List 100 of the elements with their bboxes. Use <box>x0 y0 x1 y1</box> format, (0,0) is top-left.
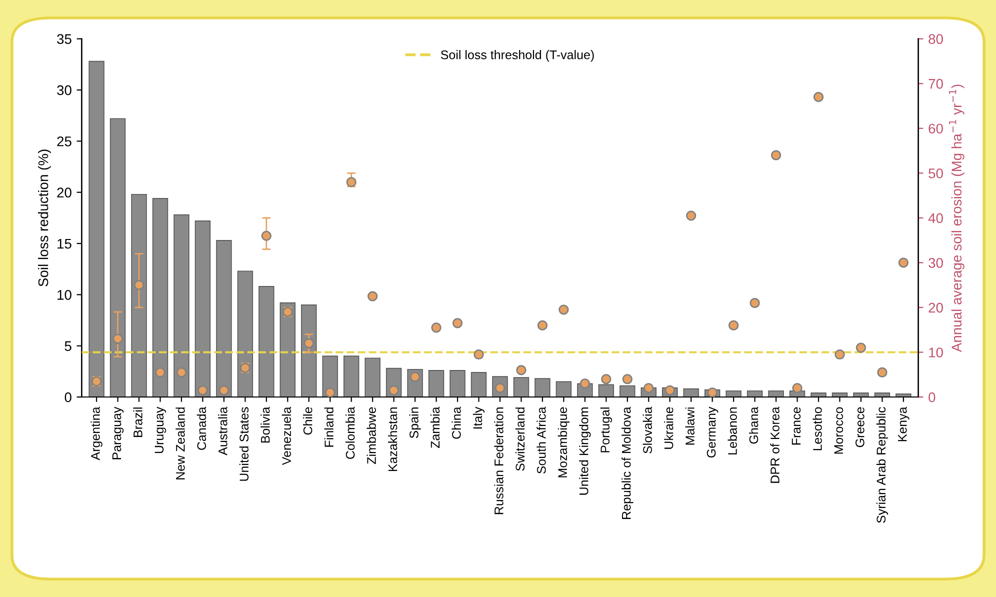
x-tick-label: United Kingdom <box>579 408 591 495</box>
y-tick-label: 0 <box>64 392 72 402</box>
point <box>134 280 144 290</box>
bar <box>556 381 572 398</box>
point <box>898 258 909 268</box>
point <box>452 318 463 328</box>
y2-tick-label: 0 <box>928 392 936 402</box>
y2-tick-label: 80 <box>928 34 943 44</box>
point <box>707 387 718 398</box>
legend-label: Soil loss threshold (T-value) <box>440 50 594 62</box>
bar <box>450 370 466 398</box>
point <box>474 349 484 360</box>
point <box>770 150 782 160</box>
bar <box>364 358 380 398</box>
point <box>750 298 760 308</box>
point <box>218 385 230 396</box>
x-tick-label: Greece <box>855 407 864 448</box>
bar <box>513 377 530 398</box>
bar <box>683 388 699 398</box>
point <box>368 291 378 302</box>
bar <box>344 356 360 398</box>
y-tick-label: 30 <box>57 85 72 96</box>
point <box>558 304 569 315</box>
point <box>304 338 314 348</box>
point <box>346 177 356 188</box>
bar <box>810 392 826 398</box>
point <box>877 367 888 378</box>
x-tick-label: Slovakia <box>642 406 652 454</box>
point <box>155 367 166 378</box>
point <box>644 382 654 394</box>
x-tick-label: Switzerland <box>515 408 525 471</box>
y2-tick-label: 30 <box>928 258 943 268</box>
x-tick-label: Zimbabwe <box>366 407 376 464</box>
point <box>792 382 802 394</box>
y-tick-label: 10 <box>58 290 72 300</box>
y-tick-label: 35 <box>57 34 72 44</box>
point <box>176 367 187 378</box>
point <box>580 378 590 389</box>
x-tick-label: Republic of Moldova <box>622 406 634 519</box>
bar <box>853 392 869 398</box>
x-tick-label: Lesotho <box>812 407 822 450</box>
y-tick-label: 15 <box>58 238 72 249</box>
point <box>431 322 442 333</box>
x-tick-label: Argentina <box>90 406 102 460</box>
point <box>686 210 696 221</box>
y2-axis-title: Annual average soil erosion (Mg ha$^{−1}$ yr$^{−1}$) <box>949 84 964 352</box>
bar <box>174 214 190 398</box>
point <box>261 230 272 241</box>
bar <box>152 198 168 398</box>
bar <box>216 240 232 398</box>
x-tick-label: Kazakhstan <box>388 408 398 472</box>
point <box>813 92 824 102</box>
bar <box>110 118 126 398</box>
x-tick-label: United States <box>239 407 249 481</box>
bar <box>194 220 211 398</box>
x-tick-label: Mozambique <box>558 407 570 478</box>
x-tick-label: Lebanon <box>728 408 737 454</box>
bar <box>726 390 742 398</box>
y-axis-title: Soil loss reduction (%) <box>38 150 51 286</box>
y2-tick-label: 40 <box>928 213 943 224</box>
bar <box>470 372 487 398</box>
x-tick-label: Syrian Arab Republic <box>876 407 888 523</box>
x-tick-label: New Zealand <box>176 408 185 480</box>
x-tick-label: France <box>792 407 801 445</box>
x-tick-label: Australia <box>218 406 228 456</box>
y2-tick-label: 50 <box>928 168 943 178</box>
point <box>325 387 336 398</box>
x-tick-label: China <box>452 406 461 439</box>
x-tick-label: Malawi <box>685 408 694 445</box>
x-tick-label: Finland <box>324 408 334 447</box>
point <box>537 320 548 330</box>
y2-tick-label: 70 <box>928 78 943 89</box>
x-tick-label: Ukraine <box>664 407 674 449</box>
bar <box>88 60 104 398</box>
x-tick-label: Zambia <box>430 406 440 448</box>
bar <box>131 194 147 398</box>
x-tick-label: Germany <box>706 406 718 458</box>
x-tick-label: Italy <box>472 406 485 428</box>
x-tick-label: Colombia <box>346 406 355 459</box>
x-tick-label: Venezuela <box>282 406 291 466</box>
bar <box>237 270 254 398</box>
point <box>856 342 866 353</box>
x-tick-label: Chile <box>303 407 312 435</box>
x-tick-label: Bolivia <box>260 406 270 443</box>
x-tick-label: Russian Federation <box>494 408 504 514</box>
bar <box>428 370 444 398</box>
point <box>834 349 845 360</box>
x-tick-label: Kenya <box>898 406 910 442</box>
x-tick-label: Morocco <box>834 407 844 454</box>
x-tick-label: Canada <box>196 406 206 450</box>
point <box>516 365 526 376</box>
x-tick-label: South Africa <box>536 406 546 474</box>
bar <box>768 390 784 398</box>
x-tick-label: Portugal <box>600 408 612 452</box>
y2-tick-label: 20 <box>928 302 943 313</box>
point <box>388 385 399 396</box>
x-tick-label: Spain <box>409 408 421 438</box>
point <box>198 385 208 396</box>
y-tick-label: 5 <box>64 341 72 352</box>
x-tick-label: DPR of Korea <box>770 406 780 483</box>
